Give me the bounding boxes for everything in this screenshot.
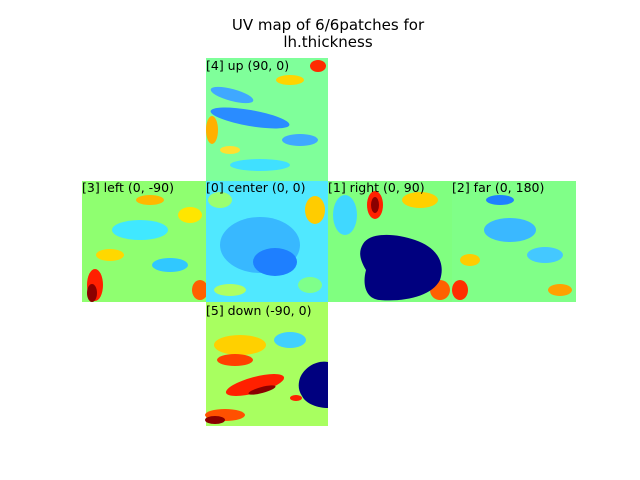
patch-label-far: [2] far (0, 180) bbox=[452, 180, 544, 195]
patch-up-texture bbox=[206, 58, 328, 181]
patch-label-down: [5] down (-90, 0) bbox=[206, 303, 311, 318]
medial-wall-region-down bbox=[298, 361, 328, 408]
patch-down bbox=[205, 302, 328, 426]
title-line-2: lh.thickness bbox=[283, 33, 373, 51]
patch-right bbox=[328, 181, 452, 302]
medial-wall-region-right bbox=[360, 234, 442, 301]
patch-label-up: [4] up (90, 0) bbox=[206, 58, 289, 73]
patch-left bbox=[82, 181, 208, 302]
patch-label-left: [3] left (0, -90) bbox=[82, 180, 174, 195]
patch-far bbox=[452, 181, 576, 302]
patch-label-right: [1] right (0, 90) bbox=[328, 180, 425, 195]
title-line-1: UV map of 6/6patches for bbox=[231, 16, 425, 34]
patch-label-center: [0] center (0, 0) bbox=[206, 180, 305, 195]
patch-center bbox=[206, 181, 328, 302]
figure-title: UV map of 6/6patches for lh.thickness bbox=[0, 17, 640, 51]
patch-up bbox=[206, 58, 328, 181]
